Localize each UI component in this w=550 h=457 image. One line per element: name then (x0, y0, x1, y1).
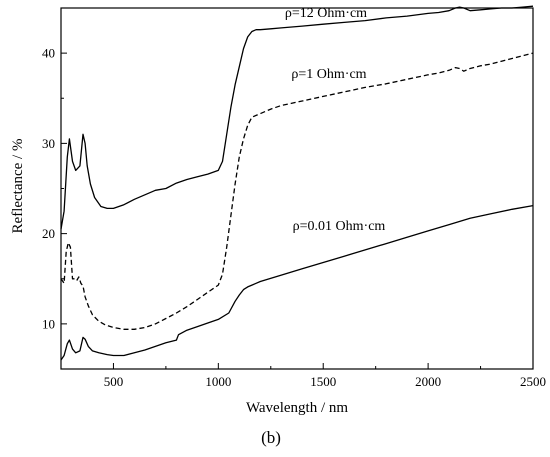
y-tick-label: 30 (42, 136, 55, 151)
annotation-rho-12: ρ=12 Ohm·cm (285, 6, 367, 21)
y-tick-label: 10 (42, 316, 55, 331)
y-axis-title: Reflectance / % (10, 139, 26, 234)
annotation-rho-0-01: ρ=0.01 Ohm·cm (293, 219, 386, 234)
series-line-2 (60, 52, 534, 330)
plot-area: 500 1000 1500 2000 2500 10 20 30 40 (42, 5, 546, 389)
x-tick-label: 1000 (205, 374, 231, 389)
series-line-3 (60, 204, 534, 361)
series-line-1 (60, 5, 534, 230)
x-axis-title: Wavelength / nm (246, 400, 348, 416)
x-tick-label: 1500 (310, 374, 336, 389)
x-axis-ticks: 500 1000 1500 2000 2500 (60, 363, 546, 389)
series-layer (60, 5, 534, 361)
plot-frame (60, 7, 534, 370)
panel-label: (b) (261, 428, 281, 447)
x-tick-label: 2500 (520, 374, 546, 389)
y-tick-label: 20 (42, 226, 55, 241)
y-axis-ticks: 10 20 30 40 (42, 7, 67, 331)
x-tick-label: 2000 (415, 374, 441, 389)
y-tick-label: 40 (42, 46, 55, 61)
x-tick-label: 500 (104, 374, 124, 389)
annotation-rho-1: ρ=1 Ohm·cm (291, 67, 366, 82)
